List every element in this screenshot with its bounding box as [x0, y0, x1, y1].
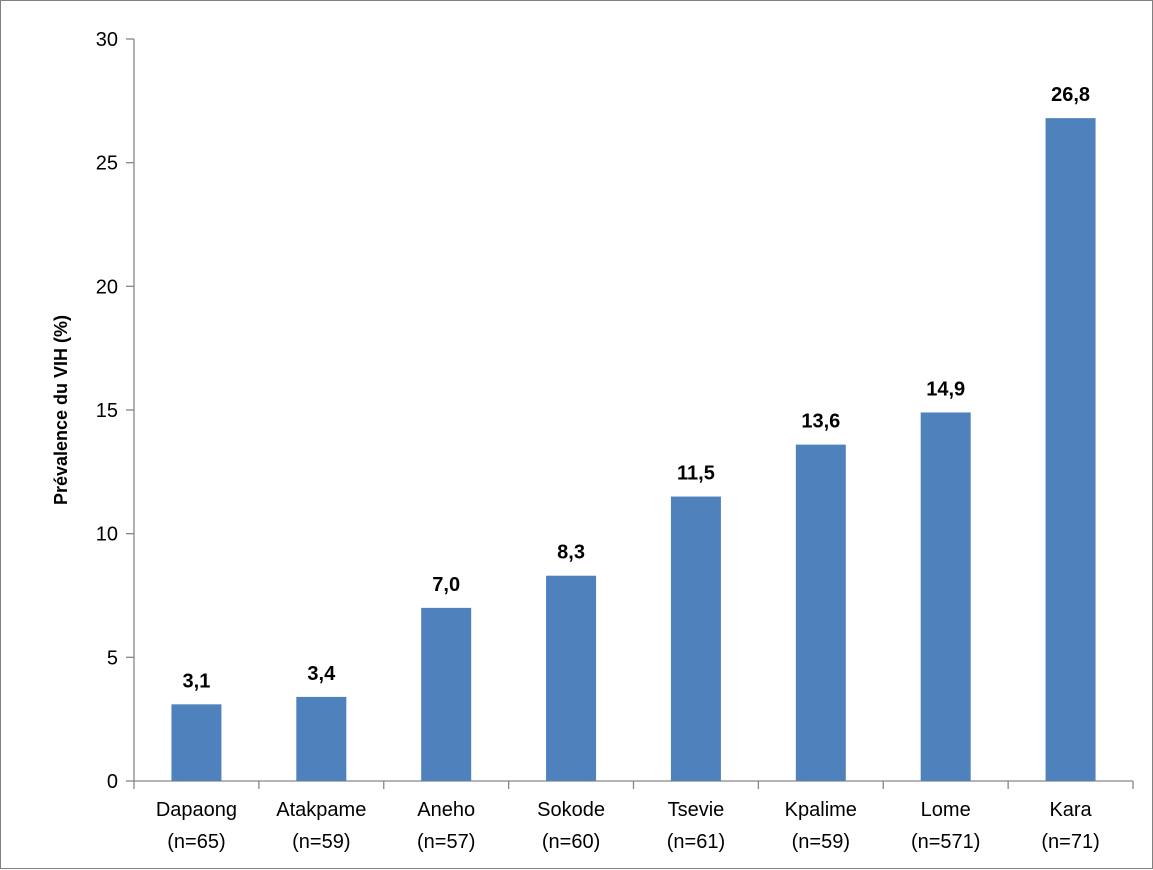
data-label-kara: 26,8 [1051, 84, 1090, 106]
bar-kpalime [795, 444, 846, 781]
bar-dapaong [171, 704, 222, 781]
bars [171, 118, 1096, 781]
bar-sokode [546, 575, 597, 781]
x-category-count: (n=60) [542, 831, 600, 853]
x-category-count: (n=65) [167, 831, 225, 853]
x-category-count: (n=57) [417, 831, 475, 853]
data-label-atakpame: 3,4 [307, 663, 336, 685]
x-category-label: Dapaong [156, 799, 237, 821]
x-category-count: (n=59) [292, 831, 350, 853]
y-tick-label: 0 [107, 771, 118, 793]
bar-kara [1045, 118, 1096, 781]
x-category-label: Kpalime [785, 799, 857, 821]
y-axis: 0 5 10 15 20 25 30 [96, 29, 135, 793]
bar-lome [920, 412, 971, 781]
x-category-count: (n=571) [911, 831, 981, 853]
x-category-label: Lome [921, 799, 971, 821]
data-label-lome: 14,9 [926, 378, 965, 400]
y-tick-label: 15 [96, 400, 118, 422]
x-category-count: (n=61) [667, 831, 725, 853]
data-label-tsevie: 11,5 [677, 463, 715, 485]
y-axis-title: Prévalence du VIH (%) [51, 315, 71, 505]
bar-aneho [421, 607, 472, 781]
x-category-count: (n=71) [1041, 831, 1099, 853]
data-label-sokode: 8,3 [557, 542, 585, 564]
y-tick-label: 30 [96, 29, 118, 51]
bar-tsevie [670, 496, 721, 781]
x-category-label: Tsevie [668, 799, 725, 821]
y-tick-label: 5 [107, 647, 118, 669]
data-label-aneho: 7,0 [432, 574, 460, 596]
y-tick-label: 10 [96, 524, 118, 546]
x-category-label: Kara [1049, 799, 1092, 821]
x-category-label: Aneho [417, 799, 475, 821]
x-category-label: Sokode [537, 799, 605, 821]
x-axis: Dapaong (n=65) Atakpame (n=59) Aneho (n=57) So… [133, 780, 1134, 853]
data-label-dapaong: 3,1 [183, 670, 211, 692]
data-label-kpalime: 13,6 [801, 411, 840, 433]
data-labels: 3,1 3,4 7,0 8,3 11,5 13,6 14,9 26,8 [183, 84, 1091, 692]
y-tick-label: 20 [96, 276, 118, 298]
bar-atakpame [296, 696, 347, 781]
x-category-count: (n=59) [792, 831, 850, 853]
y-tick-label: 25 [96, 153, 118, 175]
x-category-label: Atakpame [276, 799, 366, 821]
